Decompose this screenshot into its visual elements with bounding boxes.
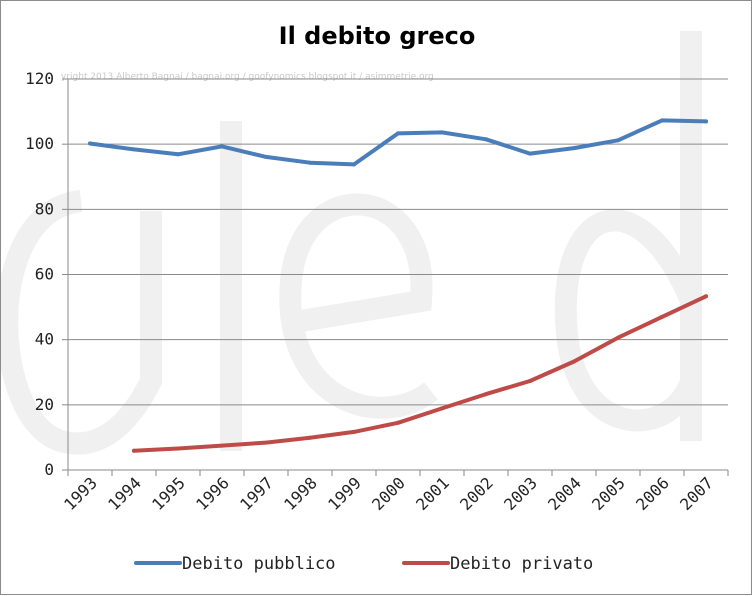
y-tick-label: 120 (25, 69, 54, 88)
data-point (484, 392, 488, 397)
data-point (308, 435, 312, 440)
data-point (220, 443, 224, 448)
data-point (88, 141, 92, 146)
x-tick-label: 1993 (60, 473, 101, 514)
y-tick-label: 20 (35, 395, 54, 414)
data-point (264, 440, 268, 445)
data-point (660, 118, 664, 123)
y-tick-label: 0 (44, 460, 54, 479)
x-axis-ticks: 1993 1994 1995 1996 1997 1998 1999 2000 2001 2002… (60, 470, 729, 514)
y-tick-label: 80 (35, 199, 54, 218)
x-tick-label: 1998 (280, 473, 321, 514)
data-point (616, 335, 620, 340)
data-point (396, 420, 400, 425)
chart-title: Il debito greco (279, 22, 476, 50)
x-tick-label: 1999 (324, 473, 365, 514)
x-tick-label: 2005 (588, 473, 629, 514)
legend-label: Debito privato (450, 554, 593, 574)
data-point (440, 130, 444, 135)
data-point (308, 160, 312, 165)
data-point (132, 147, 136, 152)
data-point (528, 379, 532, 383)
data-point (176, 152, 180, 157)
data-point (704, 294, 708, 299)
x-tick-label: 1996 (192, 473, 233, 514)
series-lines (88, 118, 708, 453)
data-point (704, 119, 708, 124)
data-point (572, 146, 576, 151)
gridlines (68, 78, 728, 406)
data-point (528, 151, 532, 156)
x-tick-label: 2007 (676, 473, 717, 514)
legend-label: Debito pubblico (182, 554, 336, 574)
x-tick-label: 2001 (412, 473, 453, 514)
x-tick-label: 2002 (456, 473, 497, 514)
data-point (264, 154, 268, 159)
series-1 (132, 294, 708, 453)
data-point (352, 162, 356, 167)
legend: Debito pubblico Debito privato (134, 554, 593, 574)
data-point (616, 138, 620, 143)
data-point (440, 406, 444, 411)
x-tick-label: 2000 (368, 473, 409, 514)
data-point (484, 137, 488, 142)
y-tick-label: 100 (25, 134, 54, 153)
data-point (572, 359, 576, 364)
series-line (88, 118, 708, 167)
x-tick-label: 1995 (148, 473, 189, 514)
y-tick-label: 60 (35, 265, 54, 284)
series-line (132, 294, 708, 453)
y-axis-ticks: 0 20 40 60 80 100 120 (25, 69, 68, 479)
x-tick-label: 1997 (236, 473, 277, 514)
series-0 (88, 118, 708, 167)
watermark-logo (1, 31, 702, 455)
x-tick-label: 2003 (500, 473, 541, 514)
data-point (396, 131, 400, 136)
data-point (132, 448, 136, 453)
data-point (176, 446, 180, 451)
x-tick-label: 2004 (544, 473, 585, 514)
data-point (220, 144, 224, 149)
watermark-text: yright 2013 Alberto Bagnai / bagnai.org … (61, 72, 434, 82)
x-tick-label: 1994 (104, 473, 145, 514)
data-point (660, 314, 664, 319)
data-point (352, 429, 356, 434)
y-tick-label: 40 (35, 330, 54, 349)
x-tick-label: 2006 (632, 473, 673, 514)
